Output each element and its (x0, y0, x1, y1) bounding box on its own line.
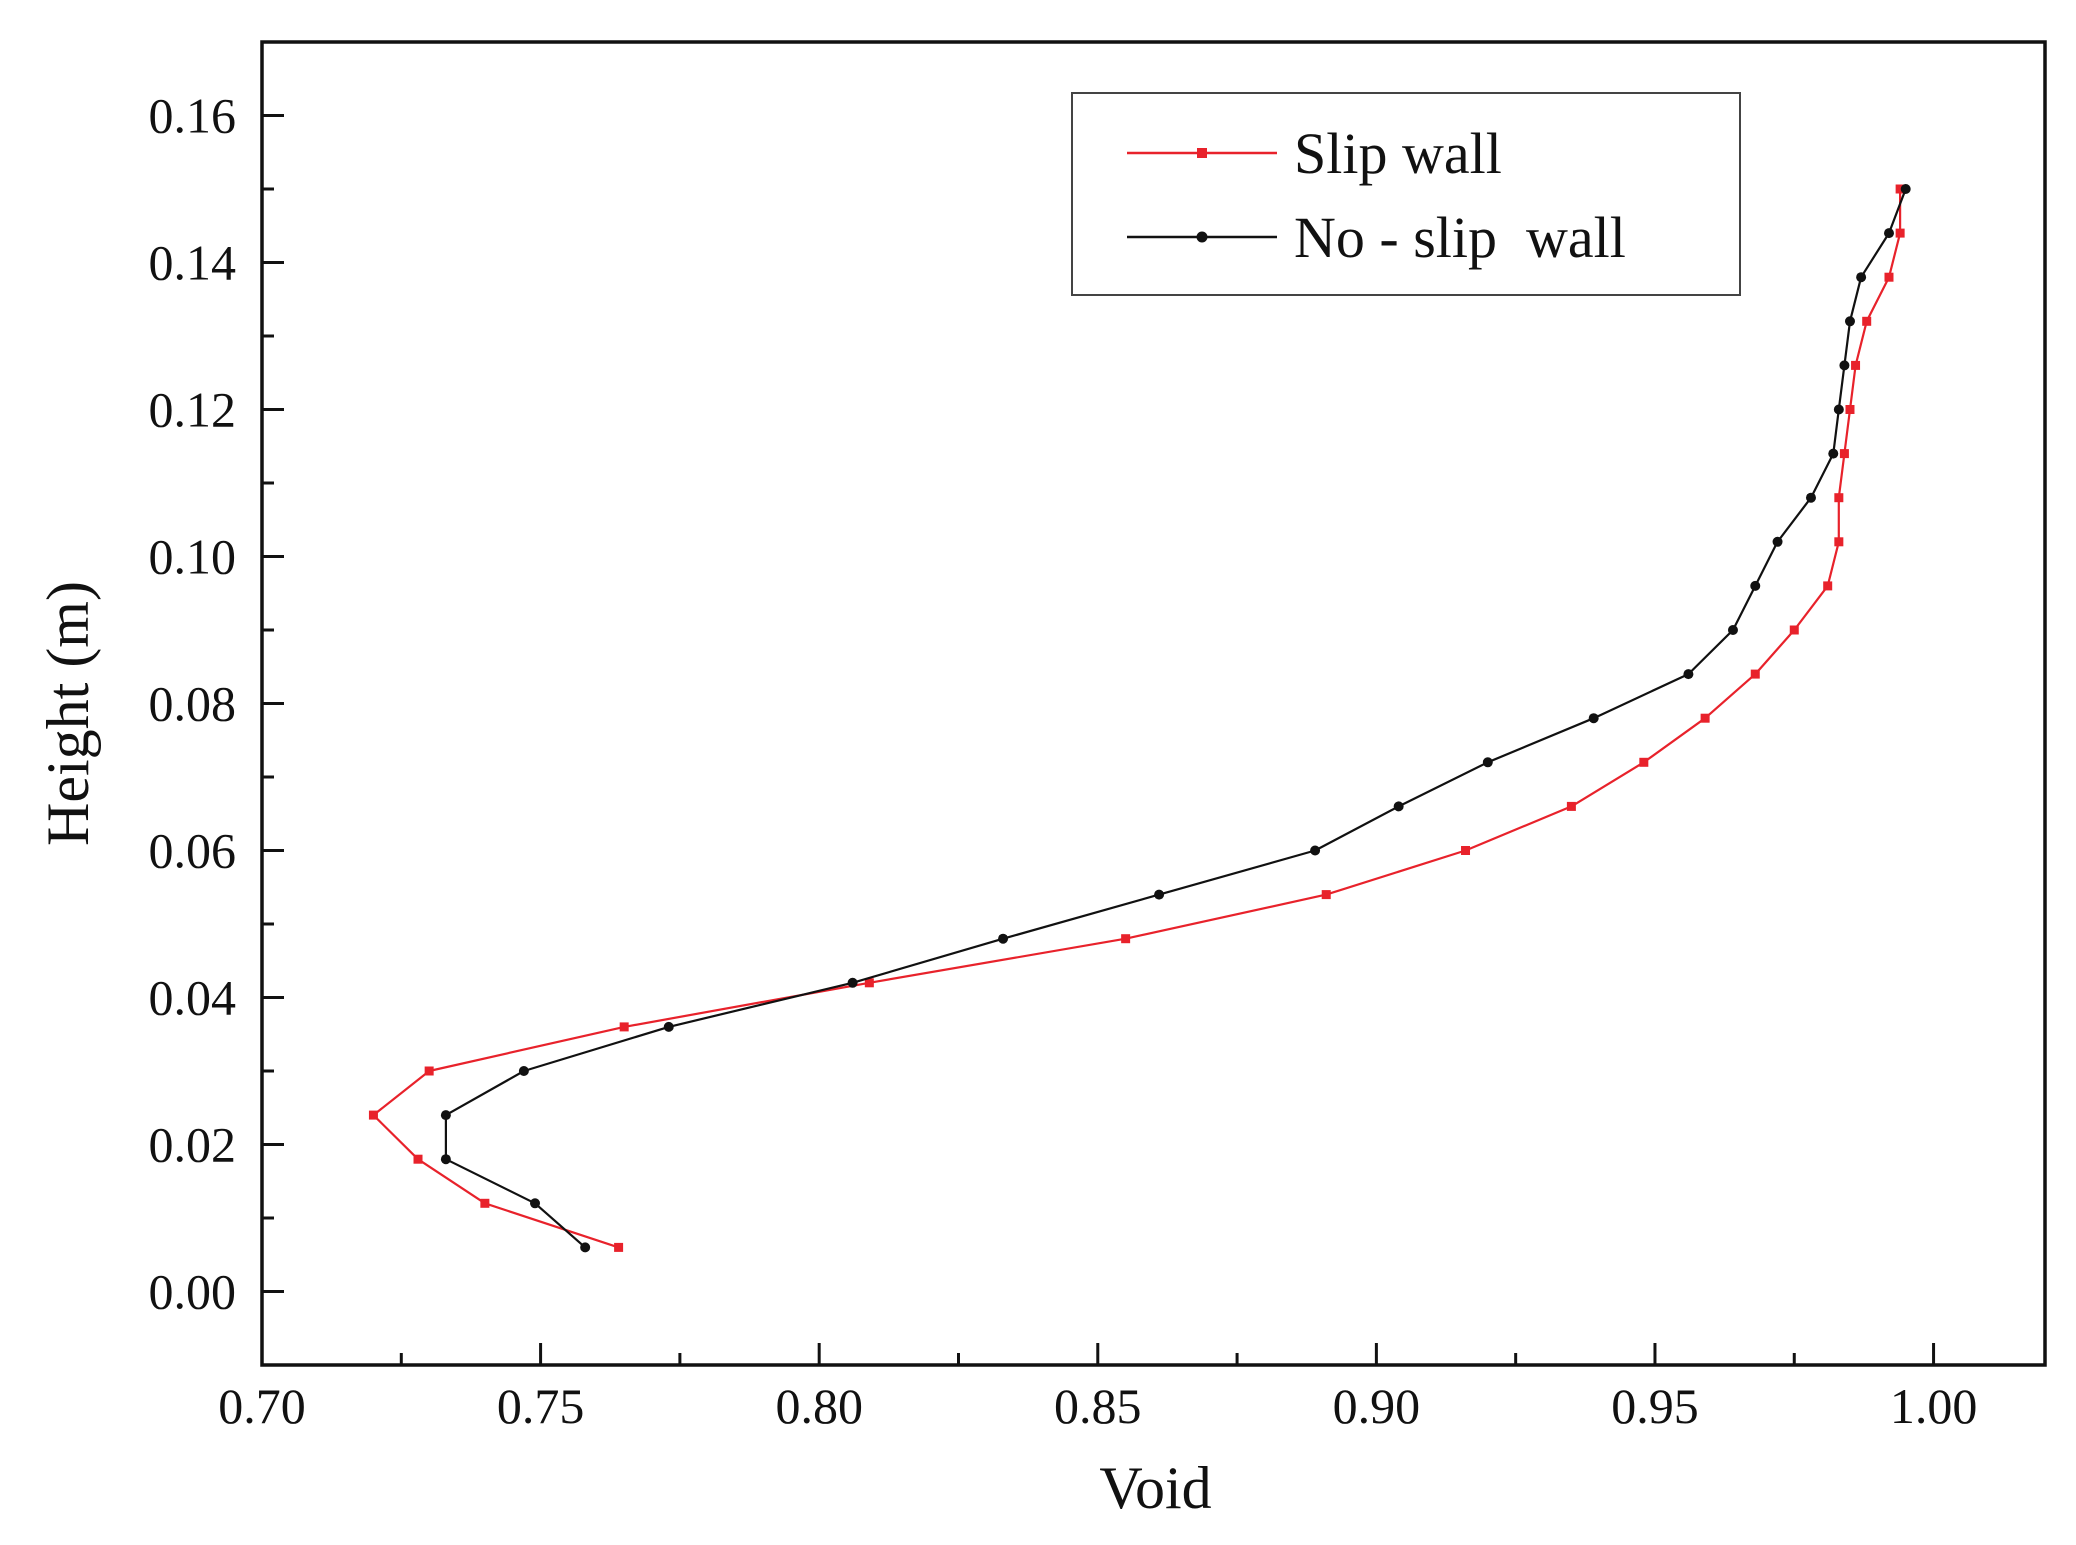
x-tick-label: 0.70 (218, 1378, 306, 1434)
legend-swatch-marker (1197, 148, 1207, 158)
data-point (1154, 889, 1165, 900)
data-point (1828, 448, 1839, 459)
x-axis: 0.70 0.75 0.80 0.85 0.90 0.95 1.00 (218, 1343, 1977, 1434)
data-point (530, 1198, 541, 1209)
data-point (1461, 846, 1471, 855)
data-point (1772, 536, 1783, 547)
y-tick-label: 0.16 (149, 88, 237, 144)
data-point (1884, 272, 1894, 282)
data-point (1834, 493, 1844, 503)
legend-box (1071, 92, 1741, 296)
y-axis: 0.00 0.02 0.04 0.06 0.08 0.10 0.12 0.14 0.16 (149, 40, 284, 1367)
data-point (864, 978, 874, 988)
y-tick-label: 0.12 (149, 382, 237, 438)
data-point (580, 1242, 591, 1253)
data-point (1845, 405, 1855, 414)
data-point (440, 1110, 451, 1121)
y-tick-label: 0.02 (149, 1117, 237, 1173)
x-tick-label: 0.75 (497, 1378, 585, 1434)
y-tick-label: 0.00 (149, 1264, 237, 1320)
data-point (1121, 934, 1131, 944)
data-point (368, 1110, 378, 1120)
data-point (1833, 404, 1844, 415)
data-point (1823, 581, 1833, 591)
y-tick-label: 0.06 (149, 823, 237, 879)
series-line (372, 189, 1902, 1249)
x-tick-label: 0.95 (1611, 1378, 1699, 1434)
data-point (663, 1021, 674, 1032)
data-point (424, 1066, 434, 1076)
data-point (1700, 713, 1710, 723)
data-point (1310, 845, 1321, 856)
data-point (1683, 669, 1694, 680)
legend-label: Slip wall (1294, 121, 1502, 186)
data-point (440, 1154, 451, 1165)
data-point (518, 1066, 529, 1076)
data-point (1750, 580, 1761, 591)
data-point (1844, 316, 1855, 327)
x-tick-label: 0.85 (1054, 1378, 1142, 1434)
y-axis-title: Height (m) (35, 581, 101, 846)
data-point (614, 1242, 624, 1252)
x-axis-title: Void (1099, 1455, 1211, 1521)
data-point (1883, 228, 1894, 239)
data-point (619, 1022, 629, 1032)
y-tick-label: 0.10 (149, 529, 237, 585)
legend-entry: No - slip wall (1127, 205, 1626, 270)
x-tick-label: 0.90 (1333, 1378, 1421, 1434)
legend-entry: Slip wall (1127, 121, 1502, 186)
series-1 (368, 184, 1905, 1252)
data-point (1639, 757, 1649, 767)
data-point (1566, 801, 1576, 811)
data-point (413, 1154, 423, 1164)
data-point (1895, 184, 1905, 194)
data-point (1727, 625, 1738, 635)
data-point (480, 1198, 490, 1208)
y-tick-label: 0.08 (149, 676, 237, 732)
y-tick-label: 0.04 (149, 970, 237, 1026)
legend-label: No - slip wall (1294, 205, 1626, 270)
y-tick-label: 0.14 (149, 235, 237, 291)
data-point (1750, 669, 1760, 679)
data-point (1789, 625, 1799, 635)
data-point (847, 977, 858, 988)
data-point (1805, 492, 1816, 503)
data-point (1900, 184, 1911, 194)
series-line (444, 188, 1907, 1249)
series-2 (440, 184, 1911, 1253)
data-point (1839, 449, 1849, 459)
data-point (1856, 272, 1867, 283)
data-point (1393, 801, 1404, 812)
plot-frame (260, 40, 2047, 1367)
legend-entries: Slip wall No - slip wall (1127, 121, 1626, 270)
data-point (1895, 228, 1905, 238)
data-point (998, 933, 1009, 944)
legend-swatch-marker (1196, 231, 1208, 243)
data-point (1482, 757, 1493, 768)
data-point (1321, 890, 1331, 900)
plot-series (368, 184, 1911, 1253)
data-point (1851, 360, 1861, 370)
data-point (1834, 537, 1844, 547)
data-point (1862, 316, 1872, 326)
data-point (1839, 360, 1850, 371)
x-tick-label: 0.80 (775, 1378, 863, 1434)
legend: Slip wall No - slip wall (1071, 92, 1741, 296)
data-point (1588, 713, 1599, 724)
x-tick-label: 1.00 (1890, 1378, 1978, 1434)
